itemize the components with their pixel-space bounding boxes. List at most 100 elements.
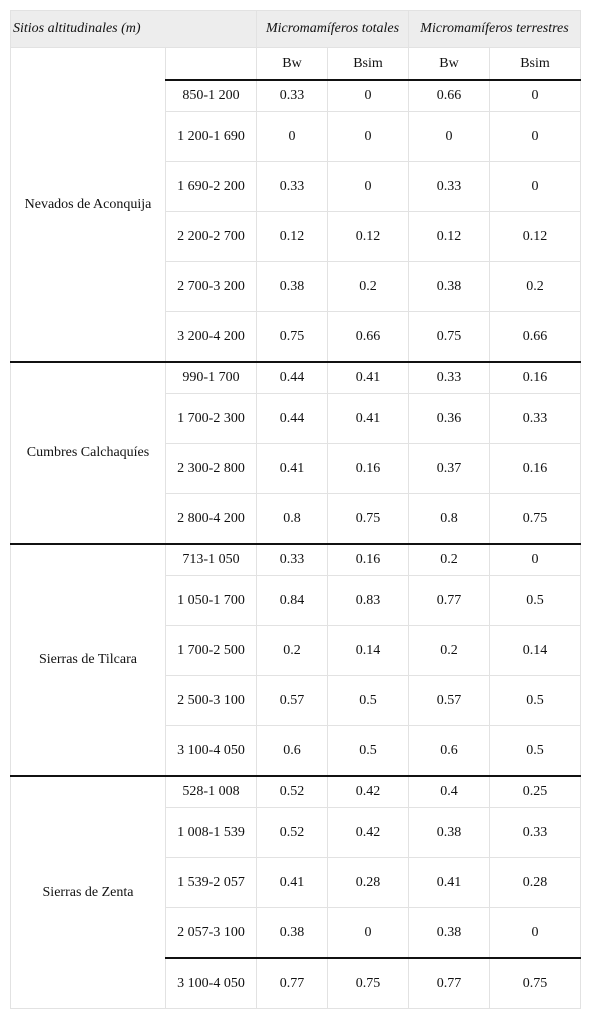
subheader-bsim-terrestre: Bsim <box>488 47 582 81</box>
bw-terrestre-value: 0.77 <box>408 957 490 1009</box>
bw-total-value: 0.52 <box>256 775 328 808</box>
bsim-terrestre-value: 0 <box>488 543 582 576</box>
site-name: Nevados de Aconquija <box>10 47 166 363</box>
altitude-range: 850-1 200 <box>165 79 257 112</box>
bw-terrestre-value: 0.37 <box>408 443 490 494</box>
altitude-range: 990-1 700 <box>165 361 257 394</box>
table-row: Sierras de Zenta 528-1 008 0.52 0.42 0.4 0.25 <box>10 775 582 1009</box>
subheader-bw-total: Bw <box>256 47 328 81</box>
table-row: 2 800-4 200 0.8 0.75 0.8 0.75 <box>11 493 582 545</box>
table-body: Nevados de Aconquija Bw Bsim Bw Bsim 850-1 20… <box>10 47 582 1009</box>
altitude-range: 1 050-1 700 <box>165 575 257 626</box>
bsim-total-value: 0.75 <box>327 957 409 1009</box>
altitude-range: 1 539-2 057 <box>165 857 257 908</box>
bw-terrestre-value: 0.33 <box>408 161 490 212</box>
bsim-total-value: 0.83 <box>327 575 409 626</box>
bsim-total-value: 0.42 <box>327 807 409 858</box>
altitude-range: 2 800-4 200 <box>165 493 257 545</box>
subheader-bw-terrestre: Bw <box>408 47 490 81</box>
header-site: Sitios altitudinales (m) <box>10 10 257 48</box>
bsim-terrestre-value: 0.75 <box>488 957 582 1009</box>
bw-total-value: 0.57 <box>256 675 328 726</box>
bsim-total-value: 0.16 <box>327 543 409 576</box>
table-row: Sierras de Tilcara 713-1 050 0.33 0.16 0.2 0 <box>10 543 582 777</box>
bsim-terrestre-value: 0.5 <box>488 575 582 626</box>
bsim-total-value: 0.2 <box>327 261 409 312</box>
table-row: 850-1 200 0.33 0 0.66 0 <box>11 79 582 112</box>
table-row: 2 500-3 100 0.57 0.5 0.57 0.5 <box>11 675 582 726</box>
altitude-range: 528-1 008 <box>165 775 257 808</box>
bw-total-value: 0.41 <box>256 443 328 494</box>
subheader-blank <box>165 47 257 81</box>
bw-total-value: 0.44 <box>256 361 328 394</box>
bsim-terrestre-value: 0.16 <box>488 443 582 494</box>
bw-terrestre-value: 0.77 <box>408 575 490 626</box>
bsim-terrestre-value: 0.5 <box>488 675 582 726</box>
table-row: 1 700-2 500 0.2 0.14 0.2 0.14 <box>11 625 582 676</box>
bsim-total-value: 0.12 <box>327 211 409 262</box>
bsim-terrestre-value: 0.12 <box>488 211 582 262</box>
site-name: Sierras de Zenta <box>10 775 166 1009</box>
altitude-range: 713-1 050 <box>165 543 257 576</box>
bsim-terrestre-value: 0.75 <box>488 493 582 545</box>
table-row: 3 100-4 050 0.77 0.75 0.77 0.75 <box>11 957 582 1009</box>
bsim-terrestre-value: 0.25 <box>488 775 582 808</box>
bsim-total-value: 0 <box>327 907 409 959</box>
bsim-terrestre-value: 0 <box>488 907 582 959</box>
bsim-terrestre-value: 0.2 <box>488 261 582 312</box>
bw-terrestre-value: 0.38 <box>408 807 490 858</box>
table-container: Sitios altitudinales (m) Micromamíferos … <box>10 10 582 1009</box>
site-name: Cumbres Calchaquíes <box>10 361 166 545</box>
bw-total-value: 0.8 <box>256 493 328 545</box>
bsim-terrestre-value: 0.28 <box>488 857 582 908</box>
bsim-terrestre-value: 0.5 <box>488 725 582 777</box>
header-terrestre: Micromamíferos terrestres <box>407 10 582 48</box>
bw-terrestre-value: 0 <box>408 111 490 162</box>
bw-total-value: 0.2 <box>256 625 328 676</box>
bw-total-value: 0.38 <box>256 907 328 959</box>
altitude-range: 1 690-2 200 <box>165 161 257 212</box>
altitude-range: 2 057-3 100 <box>165 907 257 959</box>
bsim-terrestre-value: 0 <box>488 111 582 162</box>
bw-terrestre-value: 0.2 <box>408 625 490 676</box>
bw-total-value: 0.77 <box>256 957 328 1009</box>
bsim-terrestre-value: 0.14 <box>488 625 582 676</box>
table-row: 1 700-2 300 0.44 0.41 0.36 0.33 <box>11 393 582 444</box>
bw-total-value: 0.33 <box>256 79 328 112</box>
altitude-range: 1 700-2 500 <box>165 625 257 676</box>
altitude-range: 3 200-4 200 <box>165 311 257 363</box>
bsim-total-value: 0.66 <box>327 311 409 363</box>
bw-terrestre-value: 0.33 <box>408 361 490 394</box>
altitude-range: 1 008-1 539 <box>165 807 257 858</box>
table-row: 2 200-2 700 0.12 0.12 0.12 0.12 <box>11 211 582 262</box>
table-row: 2 300-2 800 0.41 0.16 0.37 0.16 <box>11 443 582 494</box>
subheader-bsim-total: Bsim <box>327 47 409 81</box>
bw-total-value: 0.38 <box>256 261 328 312</box>
bsim-total-value: 0.42 <box>327 775 409 808</box>
table-row: 2 700-3 200 0.38 0.2 0.38 0.2 <box>11 261 582 312</box>
altitude-range: 2 500-3 100 <box>165 675 257 726</box>
bsim-total-value: 0 <box>327 111 409 162</box>
bsim-terrestre-value: 0 <box>488 79 582 112</box>
bsim-total-value: 0.5 <box>327 675 409 726</box>
bw-total-value: 0.6 <box>256 725 328 777</box>
altitude-range: 2 300-2 800 <box>165 443 257 494</box>
bsim-terrestre-value: 0.16 <box>488 361 582 394</box>
site-name: Sierras de Tilcara <box>10 543 166 777</box>
altitude-range: 3 100-4 050 <box>165 725 257 777</box>
bw-terrestre-value: 0.57 <box>408 675 490 726</box>
bw-total-value: 0.41 <box>256 857 328 908</box>
bw-terrestre-value: 0.38 <box>408 907 490 959</box>
bsim-terrestre-value: 0.33 <box>488 807 582 858</box>
altitude-range: 1 200-1 690 <box>165 111 257 162</box>
bsim-terrestre-value: 0 <box>488 161 582 212</box>
bw-terrestre-value: 0.38 <box>408 261 490 312</box>
subheader-row: Nevados de Aconquija Bw Bsim Bw Bsim <box>10 47 582 363</box>
bw-terrestre-value: 0.6 <box>408 725 490 777</box>
table-row: 1 539-2 057 0.41 0.28 0.41 0.28 <box>11 857 582 908</box>
table-row: 1 690-2 200 0.33 0 0.33 0 <box>11 161 582 212</box>
bsim-terrestre-value: 0.66 <box>488 311 582 363</box>
bw-terrestre-value: 0.66 <box>408 79 490 112</box>
bsim-total-value: 0.16 <box>327 443 409 494</box>
header-row: Sitios altitudinales (m) Micromamíferos … <box>10 10 582 48</box>
